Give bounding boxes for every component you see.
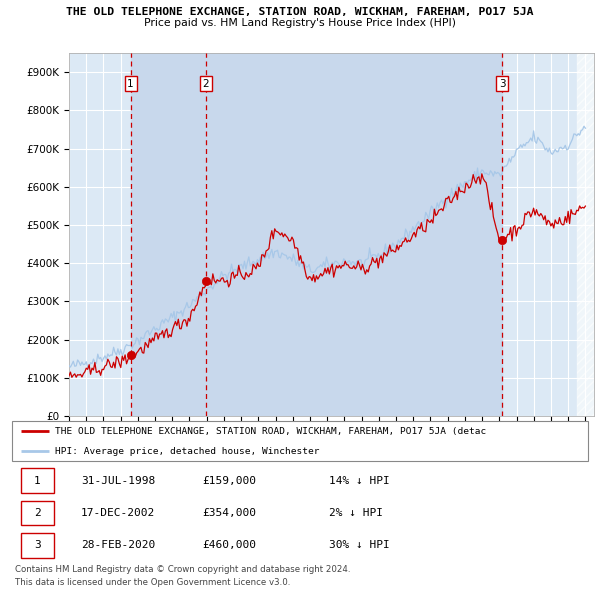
Text: 3: 3 — [34, 540, 41, 550]
Text: 1: 1 — [34, 476, 41, 486]
Text: THE OLD TELEPHONE EXCHANGE, STATION ROAD, WICKHAM, FAREHAM, PO17 5JA (detac: THE OLD TELEPHONE EXCHANGE, STATION ROAD… — [55, 427, 487, 436]
Text: 31-JUL-1998: 31-JUL-1998 — [81, 476, 155, 486]
FancyBboxPatch shape — [20, 501, 54, 525]
Text: £460,000: £460,000 — [202, 540, 256, 550]
Text: 2: 2 — [203, 78, 209, 88]
Text: 1: 1 — [127, 78, 134, 88]
Bar — [206, 53, 502, 416]
Text: 17-DEC-2002: 17-DEC-2002 — [81, 508, 155, 518]
Text: Price paid vs. HM Land Registry's House Price Index (HPI): Price paid vs. HM Land Registry's House … — [144, 18, 456, 28]
Bar — [577, 53, 594, 416]
Text: Contains HM Land Registry data © Crown copyright and database right 2024.: Contains HM Land Registry data © Crown c… — [15, 565, 350, 573]
Text: £354,000: £354,000 — [202, 508, 256, 518]
Text: 28-FEB-2020: 28-FEB-2020 — [81, 540, 155, 550]
Text: THE OLD TELEPHONE EXCHANGE, STATION ROAD, WICKHAM, FAREHAM, PO17 5JA: THE OLD TELEPHONE EXCHANGE, STATION ROAD… — [66, 7, 534, 17]
Text: 14% ↓ HPI: 14% ↓ HPI — [329, 476, 389, 486]
Text: 3: 3 — [499, 78, 505, 88]
Bar — [131, 53, 206, 416]
Text: 2% ↓ HPI: 2% ↓ HPI — [329, 508, 383, 518]
Text: £159,000: £159,000 — [202, 476, 256, 486]
Text: This data is licensed under the Open Government Licence v3.0.: This data is licensed under the Open Gov… — [15, 578, 290, 586]
Text: HPI: Average price, detached house, Winchester: HPI: Average price, detached house, Winc… — [55, 447, 320, 456]
FancyBboxPatch shape — [20, 468, 54, 493]
Text: 30% ↓ HPI: 30% ↓ HPI — [329, 540, 389, 550]
FancyBboxPatch shape — [20, 533, 54, 558]
FancyBboxPatch shape — [12, 421, 588, 461]
Text: 2: 2 — [34, 508, 41, 518]
